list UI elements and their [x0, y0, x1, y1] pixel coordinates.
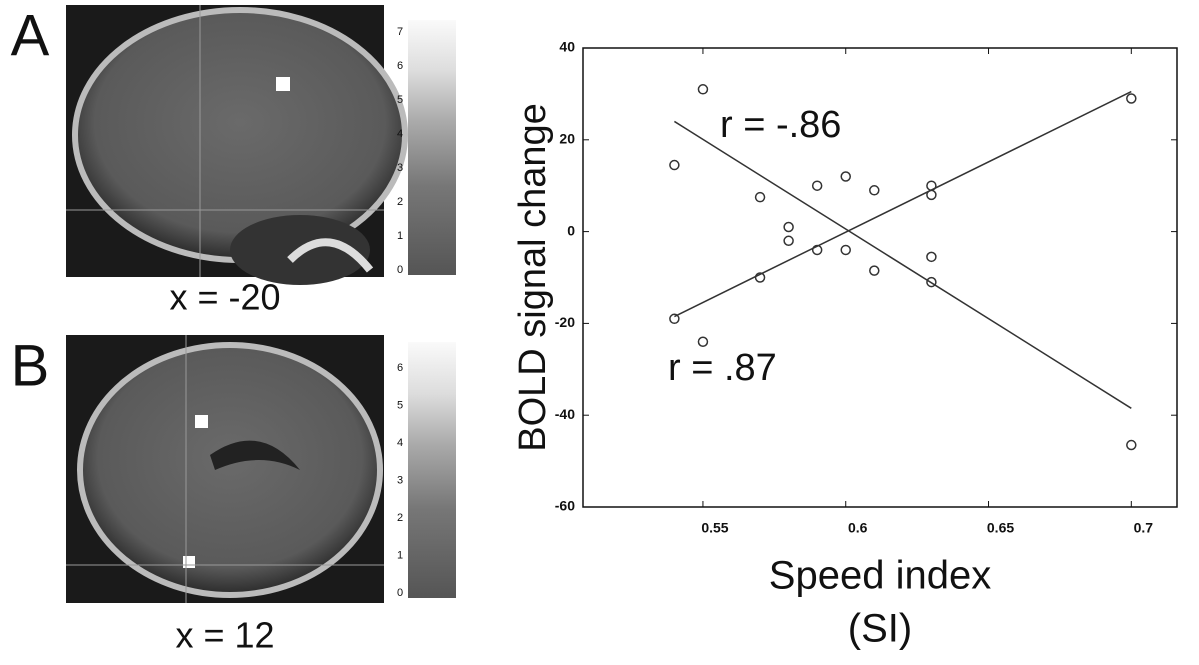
colorbar-tick-label: 3: [397, 162, 403, 174]
colorbar-tick-label: 4: [397, 128, 403, 140]
y-tick-label: -20: [555, 314, 575, 330]
colorbar-tick-label: 1: [397, 230, 403, 242]
colorbar-tick-label: 7: [397, 26, 403, 38]
correlation-label: r = .87: [668, 347, 777, 389]
point: [784, 223, 793, 232]
colorbar-tick-label: 2: [397, 196, 403, 208]
x-axis-title: Speed index: [769, 554, 991, 598]
y-axis-title: BOLD signal change: [512, 103, 554, 452]
y-tick-label: 20: [559, 131, 575, 147]
colorbar-tick-label: 1: [397, 549, 403, 561]
panel-letter: A: [11, 3, 50, 68]
x-tick-label: 0.65: [987, 520, 1014, 536]
colorbar-b: [408, 342, 456, 598]
colorbar-tick-label: 0: [397, 264, 403, 276]
y-tick-label: 40: [559, 39, 575, 55]
x-axis-title: (SI): [848, 607, 912, 651]
x-tick-label: 0.7: [1134, 520, 1154, 536]
brain-image-a: [66, 5, 405, 285]
point: [1127, 94, 1136, 103]
point: [698, 337, 707, 346]
point: [784, 236, 793, 245]
colorbar-tick-label: 6: [397, 60, 403, 72]
y-tick-label: -60: [555, 498, 575, 514]
y-tick-label: -40: [555, 406, 575, 422]
brain-image-b: [66, 335, 384, 603]
point: [870, 186, 879, 195]
point: [841, 172, 850, 181]
colorbar-tick-label: 5: [397, 94, 403, 106]
panel-letter: B: [11, 333, 50, 398]
point: [756, 193, 765, 202]
colorbar-tick-label: 0: [397, 587, 403, 599]
y-tick-label: 0: [567, 222, 575, 238]
point: [698, 85, 707, 94]
point: [870, 266, 879, 275]
plot-frame: [583, 48, 1177, 507]
x-tick-label: 0.6: [848, 520, 868, 536]
x-tick-label: 0.55: [701, 520, 728, 536]
colorbar-tick-label: 5: [397, 399, 403, 411]
correlation-label: r = -.86: [720, 104, 841, 146]
point: [1127, 441, 1136, 450]
colorbar-tick-label: 2: [397, 512, 403, 524]
page: Ax = -20 0 1 2 3 4 5 6 7 Bx = 12 0 1 2 3 4 5 6 40 20 0 -20 -4…: [0, 0, 1199, 665]
figure: Ax = -20 0 1 2 3 4 5 6 7 Bx = 12 0 1 2 3 4 5 6 40 20 0 -20 -4…: [0, 0, 1199, 665]
colorbar-tick-label: 4: [397, 437, 403, 449]
colorbar-tick-label: 3: [397, 474, 403, 486]
point: [841, 245, 850, 254]
point: [670, 161, 679, 170]
point: [927, 252, 936, 261]
colorbar-a: [408, 20, 456, 275]
panel-caption: x = 12: [175, 615, 274, 656]
colorbar-tick-label: 6: [397, 362, 403, 374]
panel-caption: x = -20: [169, 277, 280, 318]
point: [813, 181, 822, 190]
